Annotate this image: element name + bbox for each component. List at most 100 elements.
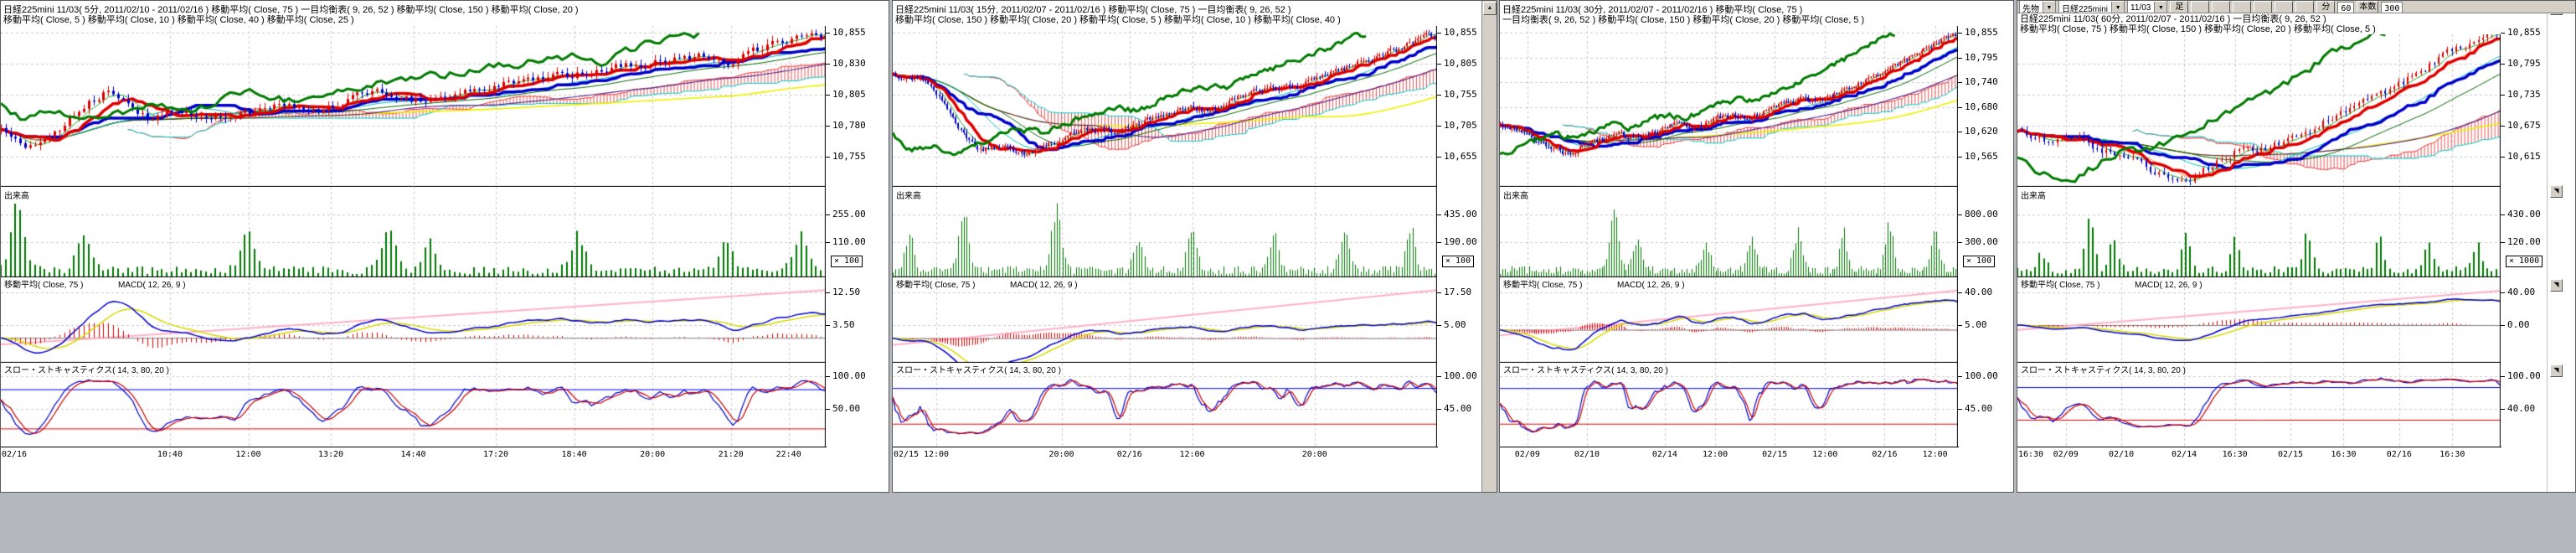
stoch-axis-label: 45.00 (1965, 403, 1993, 414)
corner-expand-icon[interactable]: ◥ (2550, 185, 2563, 198)
volume-canvas[interactable] (2017, 187, 2501, 277)
axis-tick (826, 376, 830, 377)
volume-multiplier-badge: × 100 (1963, 256, 1996, 267)
axis-tick (2501, 95, 2505, 96)
vol-axis-label: 800.00 (1965, 209, 1998, 220)
period-month-button[interactable] (2254, 1, 2273, 13)
stoch-canvas[interactable] (2017, 363, 2501, 447)
axis-tick (1437, 64, 1441, 65)
macd-canvas[interactable] (1500, 277, 1958, 363)
stoch-axis-label: 100.00 (2507, 370, 2541, 381)
axis-tick (1437, 409, 1441, 410)
vol-axis-label: 255.00 (832, 209, 866, 220)
axis-tick (2501, 33, 2505, 34)
period-unit-button[interactable]: 分 (2316, 1, 2336, 13)
volume-multiplier-badge: × 100 (831, 256, 863, 267)
price-axis-label: 10,795 (2507, 58, 2541, 69)
price-axis-label: 10,780 (832, 120, 866, 131)
corner-expand-icon[interactable]: ◥ (2550, 279, 2563, 292)
volume-multiplier-badge: × 100 (1442, 256, 1475, 267)
axis-tick (826, 33, 830, 34)
volume-section-label: 出来高 (896, 192, 921, 201)
contract-select-value: 11/03 (2130, 3, 2151, 13)
macd-ma-label: 移動平均( Close, 75 ) (1503, 281, 1583, 290)
chevron-down-icon[interactable]: ▼ (2043, 2, 2055, 13)
time-axis-label: 02/15 (2277, 450, 2304, 459)
vol-axis-label: 110.00 (832, 236, 866, 247)
time-axis-label: 16:30 (2439, 450, 2465, 459)
macd-canvas[interactable] (1, 277, 826, 363)
volume-canvas[interactable] (1500, 187, 1958, 277)
period-tick-button[interactable] (2295, 1, 2315, 13)
axis-tick (826, 242, 830, 243)
time-axis-label: 02/10 (2108, 450, 2135, 459)
axis-tick (1958, 242, 1962, 243)
period-minute-button[interactable] (2191, 1, 2210, 13)
time-axis-label: 16:30 (2017, 450, 2044, 459)
volume-multiplier-badge: × 1000 (2506, 256, 2543, 267)
macd-canvas[interactable] (893, 277, 1437, 363)
volume-canvas[interactable] (1, 187, 826, 277)
period-value-input[interactable]: 60 (2337, 2, 2355, 13)
indicator-legend: 一目均衡表( 9, 26, 52 ) 移動平均( Close, 150 ) 移動… (1502, 15, 1865, 25)
axis-tick (1958, 409, 1962, 410)
axis-tick (1958, 82, 1962, 83)
axis-tick (826, 157, 830, 158)
scroll-up-icon[interactable]: ▲ (1483, 2, 1497, 15)
axis-tick (2501, 292, 2505, 293)
category-select[interactable]: 先物 ▼ (2019, 1, 2056, 13)
vol-axis-label: 120.00 (2507, 236, 2541, 247)
period-week-button[interactable] (2233, 1, 2252, 13)
contract-select[interactable]: 11/03 ▼ (2127, 1, 2168, 13)
main-chart-canvas[interactable] (2017, 34, 2501, 187)
axis-tick (1958, 214, 1962, 215)
vertical-scrollbar[interactable]: ▲ (1481, 1, 1497, 492)
time-axis-label: 14:40 (400, 450, 426, 459)
chevron-down-icon[interactable]: ▼ (2111, 2, 2125, 13)
main-chart-canvas[interactable] (1500, 26, 1958, 187)
macd-section-label: MACD( 12, 26, 9 ) (118, 281, 186, 290)
main-chart-canvas[interactable] (893, 26, 1437, 187)
axis-tick (1958, 292, 1962, 293)
stochastics-section-label: スロー・ストキャスティクス( 14, 3, 80, 20 ) (1503, 366, 1668, 375)
bar-count-button[interactable]: 本数 (2357, 1, 2379, 13)
macd-canvas[interactable] (2017, 277, 2501, 363)
axis-tick (826, 214, 830, 215)
stoch-canvas[interactable] (893, 363, 1437, 447)
price-axis-label: 10,740 (1965, 76, 1998, 87)
axis-tick (1958, 376, 1962, 377)
indicator-legend: 移動平均( Close, 75 ) 移動平均( Close, 150 ) 移動平… (2020, 24, 2376, 34)
macd-ma-label: 移動平均( Close, 75 ) (4, 281, 84, 290)
bar-type-button[interactable]: 足 (2170, 1, 2189, 13)
main-chart-canvas[interactable] (1, 26, 826, 187)
period-year-button[interactable] (2275, 1, 2294, 13)
time-axis-label: 02/14 (2172, 450, 2197, 459)
price-axis-label: 10,615 (2507, 151, 2541, 162)
axis-tick (1437, 242, 1441, 243)
chevron-down-icon[interactable]: ▼ (2154, 2, 2167, 13)
symbol-select[interactable]: 日経225mini ▼ (2058, 1, 2125, 13)
axis-tick (1437, 214, 1441, 215)
corner-expand-icon[interactable]: ◥ (2550, 364, 2563, 377)
time-axis-label: 18:40 (561, 450, 587, 459)
stoch-canvas[interactable] (1500, 363, 1958, 447)
stoch-axis-label: 50.00 (832, 403, 861, 414)
time-axis-label: 12:00 (235, 450, 261, 459)
axis-tick (2501, 409, 2505, 410)
axis-tick (1437, 292, 1441, 293)
bar-count-input[interactable]: 300 (2381, 2, 2403, 13)
stoch-axis-label: 100.00 (832, 370, 866, 381)
symbol-select-value: 日経225mini (2062, 5, 2109, 13)
period-day-button[interactable] (2212, 1, 2231, 13)
time-axis-label: 12:00 (1179, 450, 1205, 459)
time-axis-label: 20:00 (1301, 450, 1327, 459)
volume-canvas[interactable] (893, 187, 1437, 277)
axis-tick (1437, 95, 1441, 96)
stoch-canvas[interactable] (1, 363, 826, 447)
axis-tick (1958, 157, 1962, 158)
time-axis-label: 16:30 (2331, 450, 2357, 459)
time-axis-label: 10:40 (157, 450, 183, 459)
chart-title: 日経225mini 11/03( 30分, 2011/02/07 - 2011/… (1502, 5, 1803, 15)
price-axis-label: 10,705 (1444, 120, 1477, 131)
macd-section-label: MACD( 12, 26, 9 ) (2135, 281, 2202, 290)
